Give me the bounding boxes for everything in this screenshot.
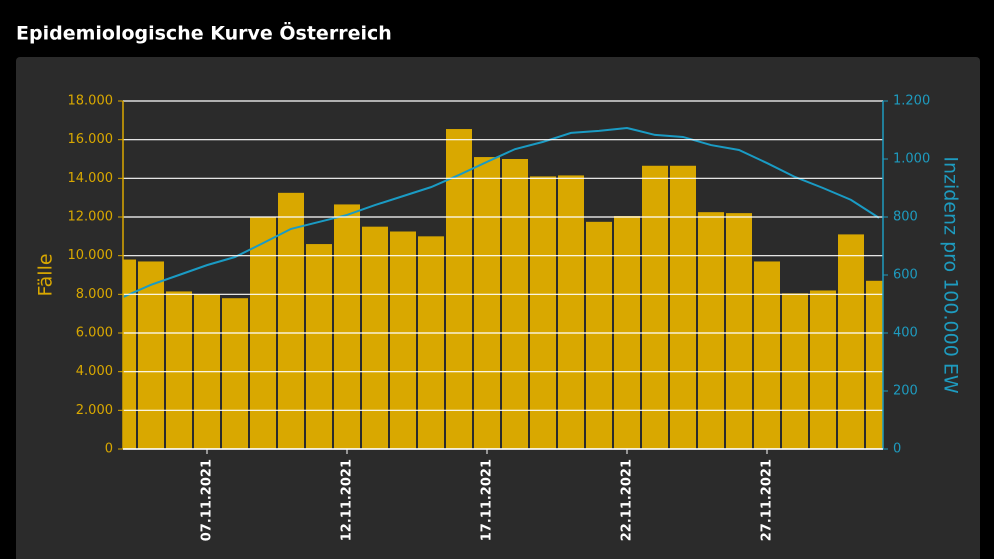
y-tick-label: 18.000 <box>68 94 114 109</box>
bar <box>670 165 696 449</box>
bar <box>362 226 388 449</box>
x-tick-label: 17.11.2021 <box>480 459 495 541</box>
bar <box>278 192 304 450</box>
bar <box>306 244 332 449</box>
y-tick-label: 0 <box>105 442 113 457</box>
bar <box>334 204 360 449</box>
y2-axis-label: Inzidenz pro 100.000 EW <box>940 156 962 393</box>
bar <box>866 280 883 449</box>
line <box>123 126 880 298</box>
y-tick-label: 10.000 <box>68 248 114 263</box>
y2-tick-label: 800 <box>893 210 918 225</box>
x-tick-label: 12.11.2021 <box>340 459 355 541</box>
x-tick-label: 07.11.2021 <box>200 459 215 541</box>
bar <box>810 290 836 449</box>
y2-tick-label: 1.000 <box>893 152 930 167</box>
y-tick-label: 16.000 <box>68 132 114 147</box>
bar <box>754 261 780 449</box>
bar <box>586 221 612 449</box>
bar <box>446 129 472 450</box>
bar <box>558 175 584 449</box>
y-tick-label: 6.000 <box>76 326 113 341</box>
y2-tick-label: 400 <box>893 326 918 341</box>
y2-tick-label: 200 <box>893 384 918 399</box>
y2-tick-label: 600 <box>893 268 918 283</box>
bar <box>123 259 136 449</box>
bar <box>474 157 500 450</box>
x-tick-label: 22.11.2021 <box>620 459 635 541</box>
bar <box>166 291 192 449</box>
x-tick-label: 27.11.2021 <box>760 459 775 541</box>
y-tick-label: 2.000 <box>76 403 113 418</box>
bar <box>502 159 528 449</box>
y2-tick-label: 0 <box>893 442 901 457</box>
bar <box>390 231 416 449</box>
bar <box>698 212 724 449</box>
bar <box>418 236 444 449</box>
y-tick-label: 8.000 <box>76 287 113 302</box>
chart-title: Epidemiologische Kurve Österreich <box>16 21 392 45</box>
y-tick-label: 12.000 <box>68 210 114 225</box>
bar <box>726 213 752 449</box>
bar <box>138 261 164 449</box>
bar <box>642 165 668 449</box>
bar <box>530 176 556 449</box>
y-tick-label: 4.000 <box>76 364 113 379</box>
bar <box>222 298 248 449</box>
bar <box>838 234 864 449</box>
y-tick-label: 14.000 <box>68 171 114 186</box>
y2-tick-label: 1.200 <box>893 94 930 109</box>
y-axis-label: Fälle <box>35 253 57 296</box>
